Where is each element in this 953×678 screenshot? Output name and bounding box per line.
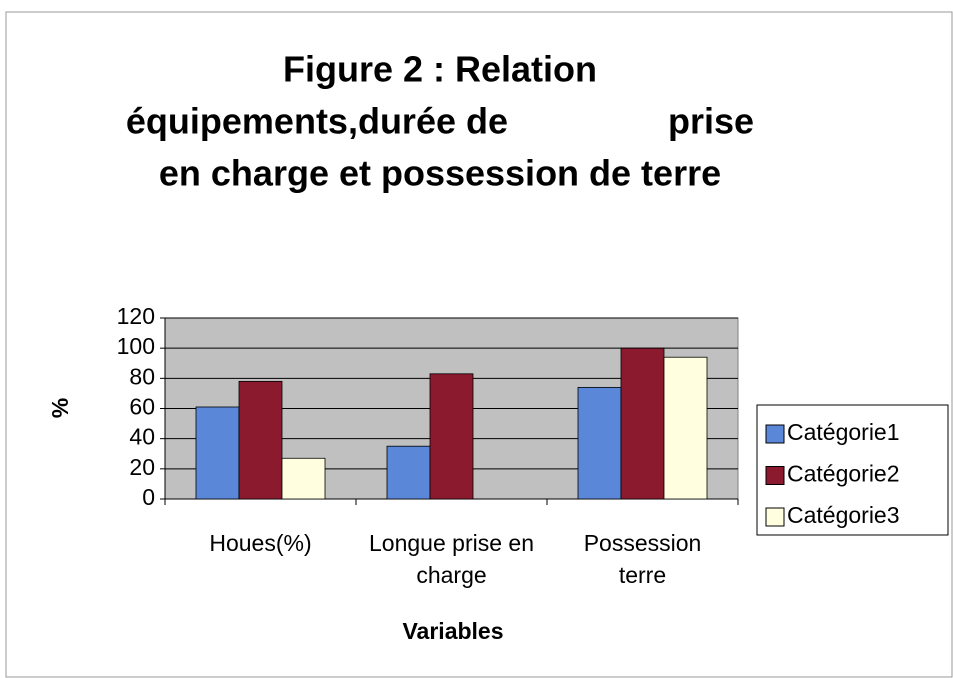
y-tick-label: 80: [129, 363, 155, 389]
legend-swatch: [765, 424, 785, 444]
legend-label: Catégorie1: [787, 419, 900, 445]
bar: [281, 457, 326, 500]
y-tick-label: 100: [117, 333, 155, 359]
legend-label: Catégorie3: [787, 502, 900, 528]
chart-title: en charge et possession de terre: [159, 153, 721, 194]
legend-label: Catégorie2: [787, 461, 900, 487]
bar: [620, 347, 665, 500]
frame: [5, 11, 953, 678]
legend-box: [756, 404, 949, 536]
bar: [386, 445, 431, 500]
y-tick-label: 20: [129, 454, 155, 480]
bar: [577, 386, 622, 500]
bar: [195, 406, 240, 500]
y-axis-label: %: [47, 398, 73, 418]
legend-swatch: [765, 507, 785, 527]
x-axis-label: Variables: [402, 618, 503, 644]
y-tick-label: 120: [117, 303, 155, 329]
legend-swatch: [765, 466, 785, 485]
bar: [663, 356, 708, 500]
y-tick-label: 0: [142, 484, 155, 510]
y-tick-label: 40: [129, 424, 155, 450]
y-tick-label: 60: [129, 394, 155, 420]
x-tick-label: Longue prise en charge: [369, 530, 534, 588]
x-tick-label: Possession terre: [583, 530, 702, 588]
chart-title: équipements,durée de prise: [126, 101, 754, 142]
bar: [429, 373, 474, 500]
bar: [238, 380, 283, 500]
x-tick-label: Houes(%): [209, 530, 312, 556]
chart-title: Figure 2 : Relation: [283, 49, 597, 90]
